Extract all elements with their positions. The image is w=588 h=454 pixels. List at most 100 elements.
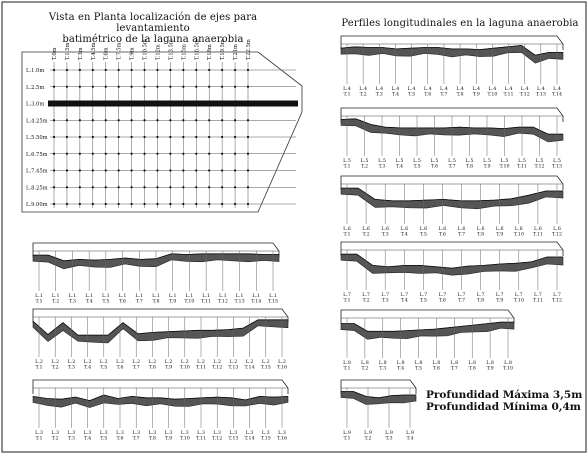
station-label-section: T.5: [408, 92, 415, 98]
profile-l9: L.9T.1L.9T.2L.9T.3L.9T.4: [340, 379, 417, 442]
plan-main-axis: [48, 100, 298, 107]
station-label-section: T.4: [392, 92, 399, 98]
plan-column-label: T.0m: [52, 47, 58, 60]
station-label-section: T.5: [420, 298, 427, 304]
station-label-line: L.5: [413, 158, 421, 164]
plan-survey-point: [91, 186, 94, 189]
station-label-line: L.7: [439, 292, 447, 298]
station-label-section: T.5: [100, 365, 107, 371]
station-label-section: T.6: [433, 366, 440, 372]
station-label-line: L.5: [396, 158, 404, 164]
station-label-section: T.1: [343, 298, 350, 304]
plan-column-label: T.21m: [233, 44, 239, 60]
station-label-section: T.7: [458, 232, 465, 238]
station-label-line: L.4: [505, 86, 513, 92]
station-label-section: T.6: [439, 232, 446, 238]
station-label-line: L.6: [496, 226, 504, 232]
station-label-section: T.5: [413, 164, 420, 170]
plan-survey-point: [182, 68, 185, 72]
plan-survey-point: [246, 202, 250, 206]
plan-survey-point: [221, 202, 224, 206]
station-label-section: T.1: [35, 365, 42, 371]
station-label-line: L.6: [400, 226, 408, 232]
plan-survey-point: [221, 68, 224, 72]
station-label-line: L.6: [381, 226, 389, 232]
plan-column-label: T.7.5m: [117, 42, 123, 60]
station-label-section: T.12: [212, 436, 222, 442]
station-label-line: L.9: [385, 430, 393, 436]
station-label-line: L.3: [213, 430, 221, 436]
station-label-section: T.6: [424, 92, 431, 98]
profile-frame: [340, 35, 564, 50]
plan-survey-point: [195, 119, 198, 122]
profiles-group: L.4T.1L.4T.2L.4T.3L.4T.4L.4T.5L.4T.6L.4T…: [32, 35, 564, 442]
plan-row-label: L.4.25m: [26, 118, 48, 124]
station-label-section: T.4: [396, 164, 403, 170]
station-label-line: L.3: [51, 430, 59, 436]
plan-survey-point: [104, 119, 107, 122]
station-label-line: L.2: [68, 359, 76, 365]
min-depth-note: Profundidad Mínima 0,4m: [426, 401, 581, 413]
plan-survey-point: [246, 186, 250, 189]
plan-survey-point: [104, 186, 107, 189]
station-label-section: T.8: [152, 299, 159, 305]
station-label-line: L.2: [116, 359, 124, 365]
plan-row-label: L.2.5m: [26, 85, 44, 91]
station-label-section: T.1: [343, 436, 350, 442]
station-label-section: T.11: [533, 232, 543, 238]
profile-l1: L.1T.1L.1T.2L.1T.3L.1T.4L.1T.5L.1T.6L.1T…: [32, 242, 280, 305]
station-label-section: T.1: [35, 299, 42, 305]
profile-l2: L.2T.1L.2T.2L.2T.3L.2T.4L.2T.5L.2T.6L.2T…: [32, 308, 289, 371]
station-label-line: L.3: [197, 430, 205, 436]
plan-row-label: L.9.00m: [26, 202, 48, 208]
plan-survey-point: [169, 135, 172, 139]
station-label-section: T.6: [439, 298, 446, 304]
station-label-section: T.14: [552, 92, 562, 98]
station-label-line: L.5: [501, 158, 509, 164]
station-label-section: T.8: [477, 232, 484, 238]
plan-survey-point: [156, 68, 159, 72]
plan-survey-point: [169, 85, 172, 88]
station-label-line: L.5: [378, 158, 386, 164]
plan-survey-point: [143, 135, 146, 139]
station-label-section: T.7: [458, 298, 465, 304]
station-label-line: L.8: [468, 360, 476, 366]
profile-l8: L.8T.1L.8T.2L.8T.3L.8T.4L.8T.5L.8T.6L.8T…: [340, 309, 515, 372]
station-label-line: L.1: [102, 293, 110, 299]
station-label-line: L.1: [119, 293, 127, 299]
station-label-line: L.1: [152, 293, 160, 299]
profile-frame: [340, 175, 564, 190]
station-label-line: L.3: [246, 430, 254, 436]
plan-row-label: L.1.0m: [26, 68, 44, 74]
station-label-section: T.3: [378, 164, 385, 170]
station-label-line: L.5: [361, 158, 369, 164]
plan-survey-point: [78, 152, 81, 155]
station-label-line: L.5: [518, 158, 526, 164]
station-label-line: L.4: [472, 86, 480, 92]
station-label-section: T.10: [180, 365, 190, 371]
station-label-section: T.9: [473, 92, 480, 98]
plan-title-line-1: Vista en Planta localización de ejes par…: [48, 12, 258, 34]
plan-survey-point: [156, 119, 159, 122]
station-label-line: L.1: [202, 293, 210, 299]
profile-l4: L.4T.1L.4T.2L.4T.3L.4T.4L.4T.5L.4T.6L.4T…: [340, 35, 564, 98]
station-label-line: L.8: [486, 360, 494, 366]
plan-row-label: L.7.45m: [26, 169, 48, 175]
plan-survey-point: [195, 186, 198, 189]
plan-survey-point: [91, 152, 94, 155]
bottom-profile-line: [341, 391, 416, 399]
plan-survey-point: [65, 85, 69, 88]
plan-survey-point: [195, 152, 198, 155]
profile-l7: L.7T.1L.7T.2L.7T.3L.7T.4L.7T.5L.7T.6L.7T…: [340, 241, 564, 304]
station-label-section: T.5: [102, 299, 109, 305]
station-label-section: T.2: [52, 436, 59, 442]
plan-survey-point: [52, 169, 56, 172]
profile-frame: [340, 107, 564, 122]
station-label-section: T.14: [245, 365, 255, 371]
plan-column-label: T.19.5m: [220, 39, 226, 60]
plan-column-label: T.3m: [78, 47, 84, 60]
plan-survey-point: [104, 68, 107, 72]
plan-survey-point: [156, 152, 159, 155]
